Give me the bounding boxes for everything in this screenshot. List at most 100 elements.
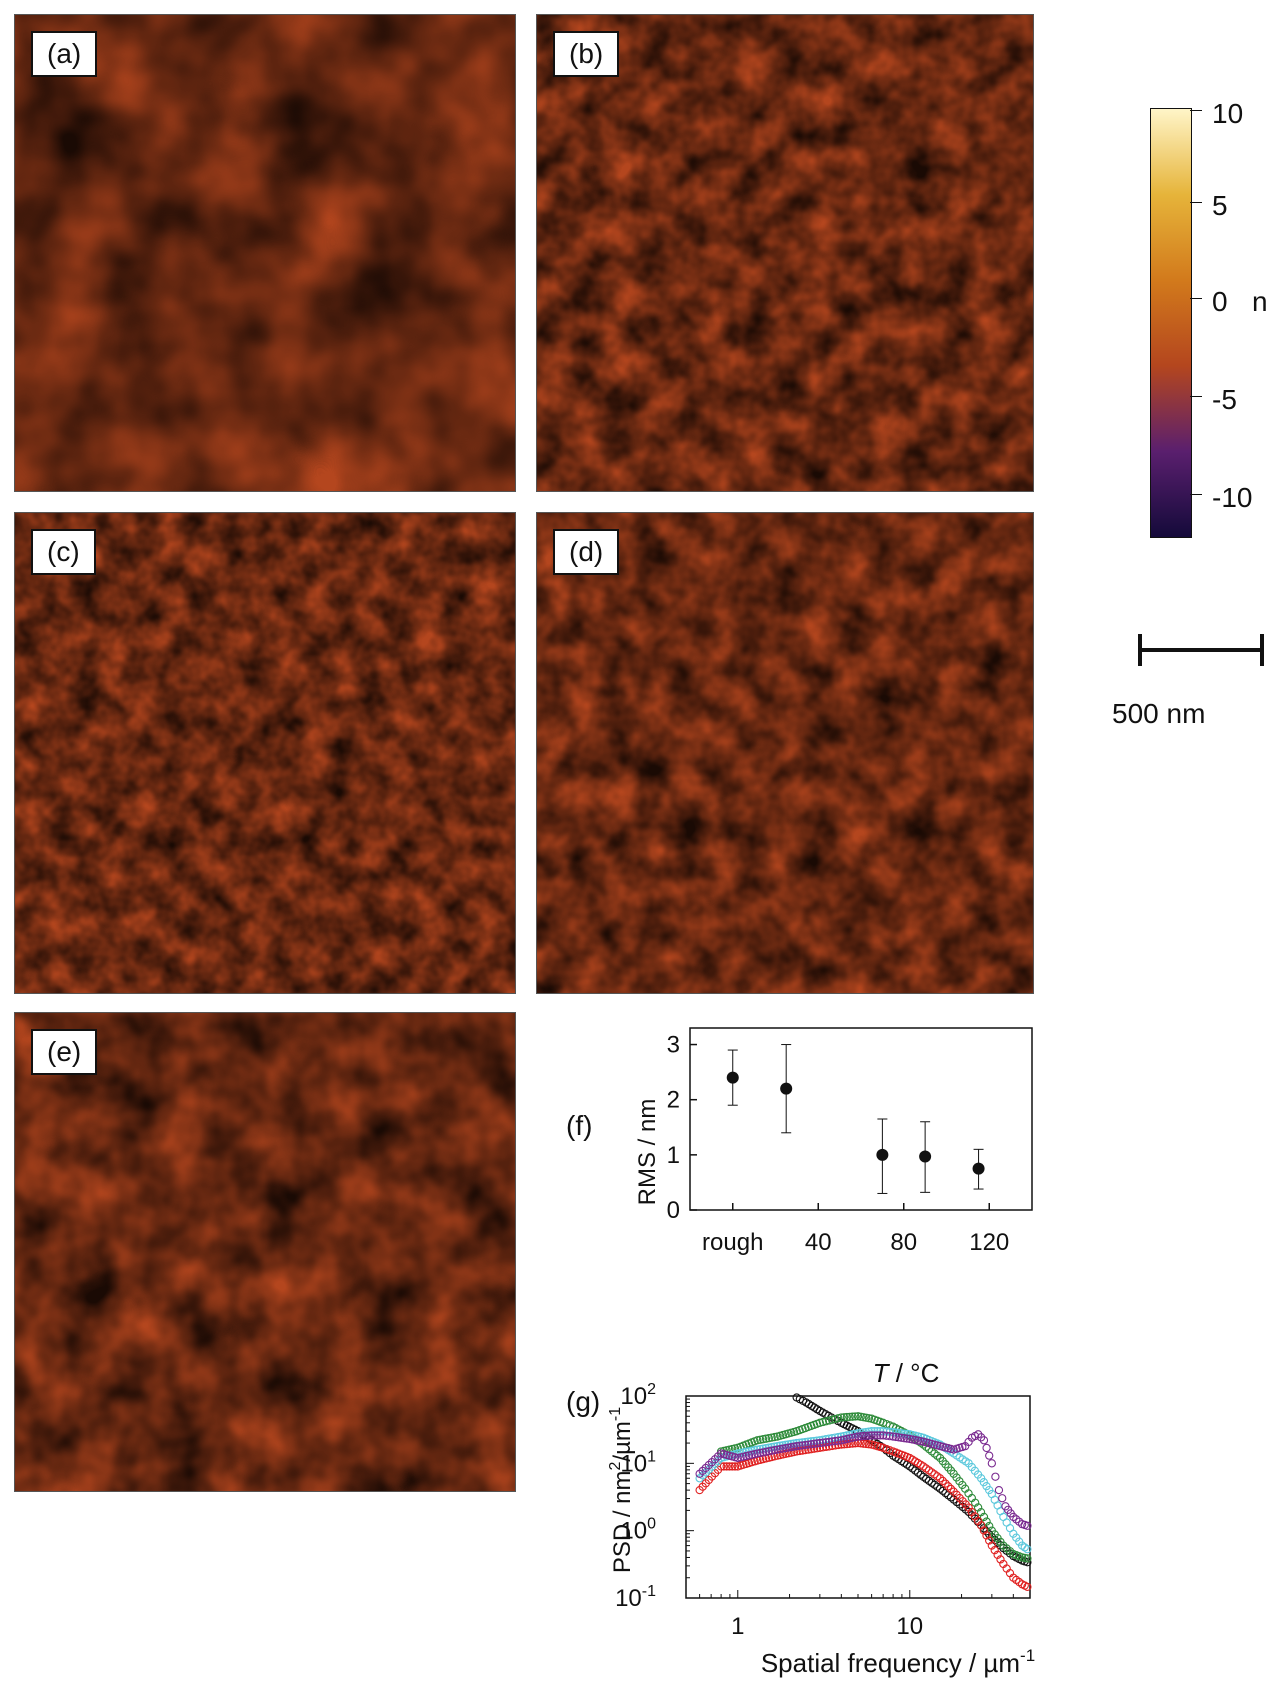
psd-data-point	[867, 1431, 876, 1440]
psd-data-point	[792, 1441, 801, 1451]
psd-data-point	[1009, 1549, 1018, 1559]
psd-data-point	[778, 1441, 788, 1450]
psd-data-point	[870, 1415, 879, 1424]
psd-data-point	[792, 1393, 801, 1402]
psd-data-point	[807, 1437, 816, 1446]
panel-label-b: (b)	[553, 31, 620, 77]
psd-data-point	[815, 1443, 824, 1452]
psd-data-point	[804, 1400, 814, 1409]
psd-data-point	[1015, 1554, 1024, 1564]
psd-data-point	[839, 1435, 849, 1444]
psd-data-point	[894, 1433, 903, 1442]
psd-data-point	[987, 1541, 996, 1550]
psd-data-point	[859, 1439, 868, 1448]
psd-data-point	[913, 1432, 923, 1441]
psd-data-point	[873, 1439, 882, 1449]
psd-data-point	[922, 1438, 931, 1447]
psd-data-point	[976, 1433, 986, 1442]
rms-data-point	[876, 1148, 889, 1161]
rms-ylabel: RMS / nm	[634, 1099, 661, 1206]
psd-data-point	[776, 1444, 785, 1454]
psd-data-point	[812, 1419, 822, 1428]
psd-data-point	[722, 1450, 731, 1460]
psd-data-point	[973, 1503, 983, 1512]
psd-data-point	[933, 1472, 942, 1481]
psd-data-point	[773, 1451, 782, 1460]
psd-data-point	[862, 1431, 871, 1441]
psd-data-point	[870, 1438, 879, 1447]
psd-data-point	[897, 1456, 906, 1466]
psd-data-point	[831, 1441, 840, 1450]
psd-data-point	[698, 1482, 707, 1491]
psd-data-point	[882, 1419, 891, 1429]
psd-data-point	[833, 1416, 843, 1426]
psd-data-point	[848, 1433, 857, 1442]
psd-data-point	[905, 1434, 914, 1444]
psd-data-point	[773, 1432, 782, 1441]
rms-x-tick-label: 120	[969, 1229, 1009, 1256]
psd-data-point	[725, 1451, 734, 1460]
psd-data-point	[941, 1443, 950, 1453]
rms-data-point	[780, 1082, 793, 1095]
psd-data-point	[911, 1466, 920, 1475]
psd-data-point	[952, 1490, 961, 1499]
psd-data-point	[848, 1424, 857, 1433]
psd-data-point	[985, 1485, 994, 1495]
psd-data-point	[818, 1435, 828, 1444]
psd-data-point	[789, 1447, 799, 1457]
psd-data-point	[891, 1448, 901, 1457]
psd-data-point	[876, 1427, 885, 1436]
psd-data-point	[704, 1460, 713, 1470]
psd-data-point	[897, 1450, 906, 1459]
psd-data-point	[787, 1439, 796, 1449]
psd-data-point	[1023, 1554, 1032, 1563]
psd-data-point	[967, 1493, 976, 1503]
psd-data-point	[891, 1453, 901, 1462]
psd-data-point	[698, 1471, 707, 1480]
colorbar-tick	[1190, 298, 1202, 299]
psd-data-point	[713, 1452, 723, 1461]
psd-data-point	[747, 1450, 756, 1459]
psd-data-point	[897, 1426, 906, 1436]
psd-y-tick-label: 102	[620, 1381, 656, 1410]
psd-data-point	[941, 1460, 950, 1469]
psd-data-point	[798, 1438, 807, 1447]
psd-data-point	[938, 1486, 947, 1496]
psd-data-point	[911, 1457, 920, 1466]
psd-data-point	[761, 1434, 771, 1443]
psd-data-point	[804, 1437, 813, 1446]
psd-data-point	[722, 1446, 731, 1455]
psd-data-point	[713, 1456, 723, 1466]
psd-data-point	[792, 1447, 801, 1456]
psd-data-point	[876, 1442, 885, 1452]
psd-data-point	[933, 1441, 942, 1450]
psd-data-point	[964, 1503, 973, 1512]
psd-data-point	[742, 1440, 751, 1449]
psd-series	[716, 1412, 1032, 1563]
psd-data-point	[922, 1434, 931, 1444]
psd-data-point	[902, 1429, 912, 1439]
psd-data-point	[716, 1453, 726, 1463]
psd-data-point	[770, 1432, 779, 1442]
psd-data-point	[870, 1431, 879, 1440]
psd-data-point	[955, 1493, 964, 1503]
psd-data-point	[750, 1445, 759, 1455]
psd-data-point	[789, 1427, 799, 1437]
psd-data-point	[716, 1447, 726, 1456]
psd-data-point	[946, 1466, 956, 1475]
psd-data-point	[739, 1448, 748, 1457]
psd-data-point	[853, 1432, 863, 1441]
psd-data-point	[722, 1452, 731, 1461]
psd-data-point	[815, 1438, 824, 1448]
psd-data-point	[795, 1441, 804, 1450]
psd-data-point	[900, 1451, 909, 1460]
psd-data-point	[949, 1495, 958, 1504]
psd-data-point	[742, 1459, 751, 1469]
rms-xlabel: T / °C	[873, 1358, 940, 1388]
psd-y-tick-label: 100	[620, 1516, 656, 1545]
psd-data-point	[985, 1451, 994, 1460]
afm-panel-d: (d)	[536, 512, 1034, 994]
psd-data-point	[862, 1413, 871, 1422]
psd-data-point	[862, 1427, 871, 1437]
psd-data-point	[1001, 1502, 1010, 1511]
